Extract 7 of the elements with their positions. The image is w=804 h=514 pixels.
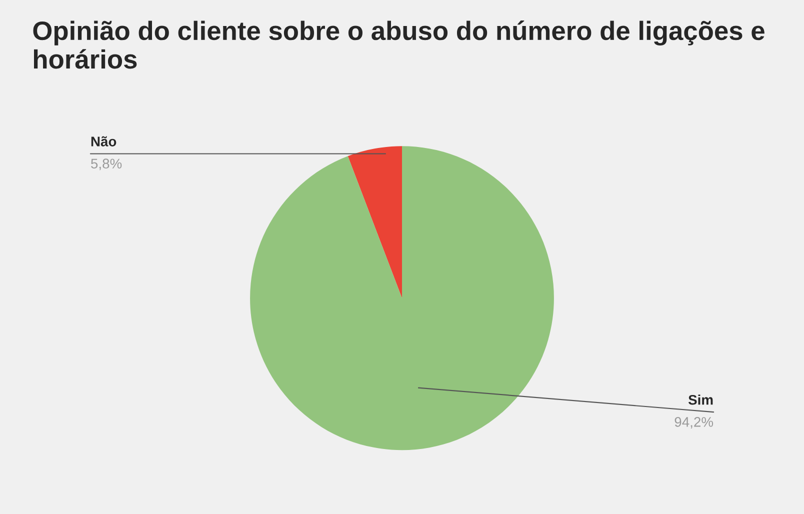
pie-slice <box>250 146 554 450</box>
chart-title: Opinião do cliente sobre o abuso do número de ligações e horários <box>33 20 764 69</box>
data-label: 5,8% <box>91 158 122 170</box>
data-label: 94,2% <box>674 417 714 428</box>
slice-label: Sim <box>688 394 713 405</box>
pie-slice <box>348 146 402 298</box>
slice-label: Não <box>91 136 116 146</box>
